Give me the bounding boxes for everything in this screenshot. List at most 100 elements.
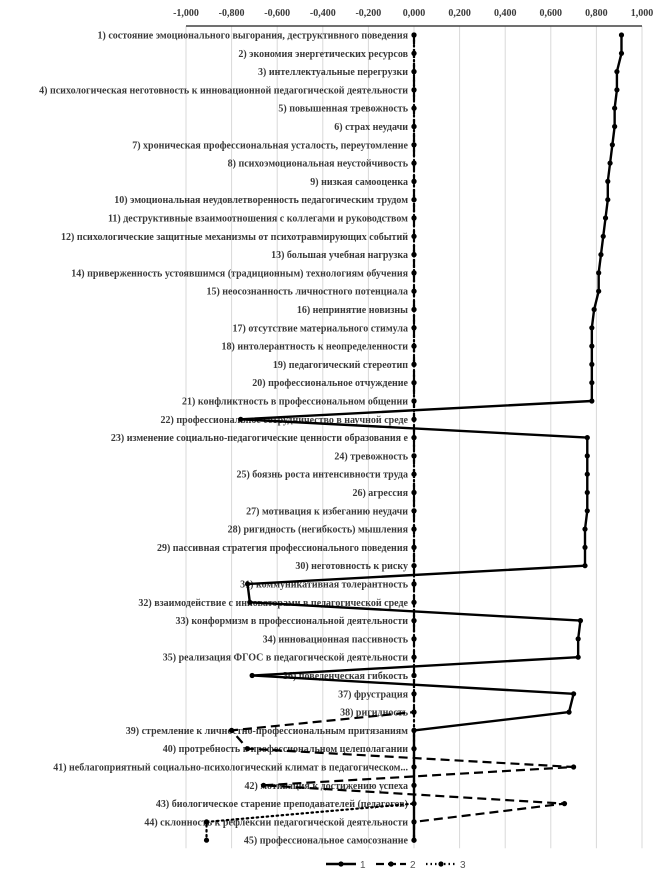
series-3-point	[203, 837, 210, 843]
series-1-point	[609, 142, 615, 148]
legend-label: 2	[410, 860, 416, 871]
series-1-point	[614, 87, 620, 93]
series-2-point	[260, 782, 267, 788]
series-1-point	[589, 380, 595, 386]
legend-swatch-marker	[388, 861, 394, 867]
series-2-point	[411, 178, 417, 184]
legend-label: 1	[360, 860, 366, 871]
category-label: 13) большая учебная нагрузка	[271, 250, 408, 261]
series-3-point	[203, 819, 210, 825]
series-1-point	[411, 746, 417, 752]
category-label: 34) инновационная пассивность	[263, 634, 409, 645]
series-2-point	[411, 672, 417, 679]
series-2-point	[411, 123, 417, 130]
category-label: 17) отсутствие материального стимула	[232, 323, 408, 334]
x-tick-label: -1,000	[173, 8, 199, 19]
series-2-point	[411, 233, 417, 239]
series-2-point	[411, 581, 417, 587]
series-1-point	[602, 215, 609, 221]
category-label: 27) мотивация к избеганию неудачи	[246, 506, 408, 517]
series-1-point	[618, 32, 625, 38]
series-1-point	[411, 801, 417, 807]
category-label: 5) повышенная тревожность	[278, 104, 408, 115]
legend: 1 2 3	[326, 860, 466, 871]
category-label: 18) интолерантность к неопределенности	[222, 342, 409, 353]
category-labels: 1) состояние эмоционального выгорания, д…	[39, 31, 409, 847]
category-label: 3) интеллектуальные перегрузки	[258, 67, 408, 78]
series-1-point	[584, 489, 590, 496]
series-1-point	[596, 270, 602, 276]
category-label: 42) мотивация к достижению успеха	[244, 781, 408, 792]
series-1-point	[566, 709, 572, 715]
series-2-point	[561, 801, 568, 807]
category-label: 39) стремление к личностно-профессиональ…	[126, 726, 408, 737]
series-2-point	[411, 508, 417, 514]
x-tick-label: -0,400	[310, 8, 336, 19]
series-1-point	[596, 288, 602, 294]
series-2-point	[411, 453, 417, 459]
series-1-point	[607, 160, 613, 166]
series-2-point	[411, 69, 417, 75]
series-1-point	[584, 471, 590, 477]
category-label: 10) эмоциональная неудовлетворенность пе…	[114, 195, 408, 206]
series-2-point	[411, 306, 417, 313]
series-1-point	[589, 361, 595, 367]
legend-item-1: 1	[326, 860, 366, 871]
x-tick-label: -0,600	[264, 8, 290, 19]
category-label: 30) неготовность к риску	[295, 561, 408, 572]
series-2-point	[411, 618, 417, 624]
series-2-point	[411, 50, 417, 56]
series-1-point	[605, 197, 611, 203]
series-1-point	[612, 105, 618, 111]
category-label: 6) страх неудачи	[334, 122, 408, 133]
category-label: 44) склонность к рефлексии педагогическо…	[144, 817, 408, 828]
series-2-point	[411, 709, 417, 715]
category-label: 21) конфликтность в профессиональном общ…	[182, 397, 408, 408]
category-label: 35) реализация ФГОС в педагогической дея…	[163, 653, 408, 664]
series-1-point	[591, 306, 597, 313]
series-2-point	[411, 87, 417, 93]
series-2-point	[411, 636, 417, 642]
category-label: 41) неблагоприятный социально-психологич…	[53, 763, 408, 774]
category-label: 20) профессиональное отчуждение	[252, 378, 408, 389]
series-1-point	[571, 691, 577, 697]
series-1-point	[612, 123, 618, 130]
category-label: 23) изменение социально-педагогические ц…	[111, 433, 409, 444]
series-1-point	[575, 654, 581, 660]
category-label: 7) хроническая профессиональная усталост…	[132, 140, 408, 151]
series-2-point	[411, 563, 417, 569]
series-2-point	[411, 142, 417, 148]
series-2-point	[411, 435, 417, 441]
category-label: 1) состояние эмоционального выгорания, д…	[98, 31, 409, 42]
series-2-point	[411, 654, 417, 660]
x-tick-label: 0,600	[540, 8, 563, 19]
category-label: 11) деструктивные взаимоотношения с колл…	[108, 214, 408, 225]
series-1-point	[411, 819, 417, 825]
category-label: 38) ригидность	[340, 708, 409, 719]
series-1-point	[238, 416, 244, 422]
category-label: 15) неосознанность личностного потенциал…	[206, 287, 408, 298]
series-1-point	[598, 252, 604, 258]
category-label: 4) психологическая неготовность к иннова…	[39, 85, 408, 96]
category-label: 19) педагогический стереотип	[273, 360, 408, 371]
series-1-point	[589, 343, 595, 349]
series-2-point	[244, 746, 251, 752]
series-2-point	[411, 288, 417, 294]
x-axis: -1,000 -0,800 -0,600 -0,400 -0,200 0,000 0,200…	[173, 8, 653, 27]
series-2-point	[411, 197, 417, 203]
series-2-point	[411, 343, 417, 349]
series-2-point	[571, 764, 577, 770]
series-2-point	[411, 32, 417, 38]
series-1-point	[614, 69, 620, 75]
series-1-point	[411, 727, 417, 734]
series-1-point	[584, 435, 590, 441]
category-label: 40) протребность в профессиональном целе…	[163, 744, 408, 755]
series-2-point	[411, 599, 417, 605]
legend-swatch-marker	[338, 861, 344, 867]
series-1-point	[582, 526, 588, 532]
series-2-point	[411, 215, 417, 221]
legend-item-2: 2	[376, 860, 416, 871]
series-2-point	[411, 526, 417, 532]
category-label: 28) ригидность (негибкость) мышления	[228, 525, 409, 536]
